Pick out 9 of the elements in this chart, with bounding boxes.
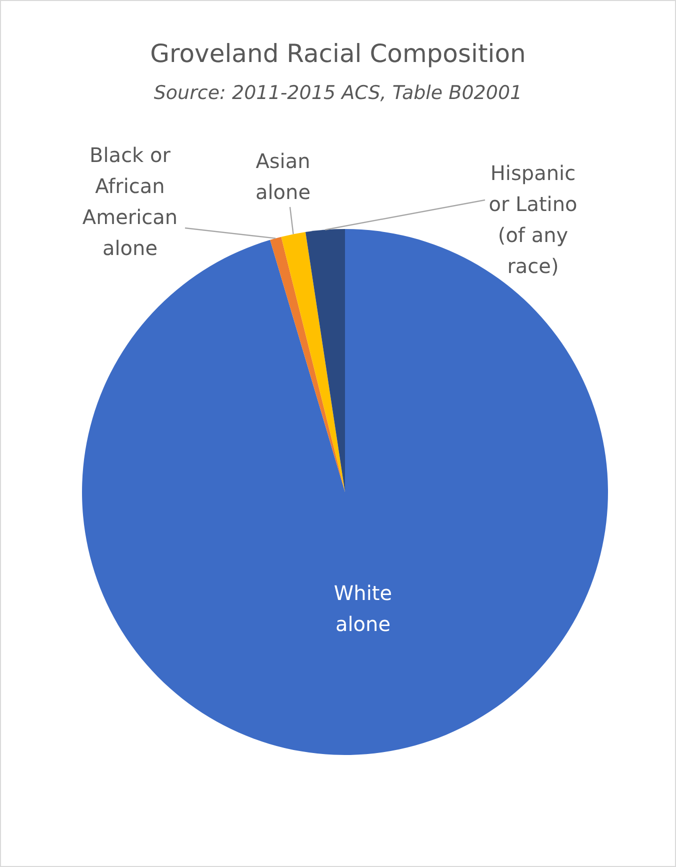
- pie-slice: [281, 232, 345, 492]
- pie-slice: [305, 229, 345, 492]
- slice-label: Hispanic or Latino (of any race): [488, 161, 578, 278]
- slice-label: Black or African American alone: [82, 143, 178, 260]
- slice-label: Asian alone: [255, 149, 311, 204]
- slice-label: White alone: [334, 581, 392, 636]
- chart-subtitle: Source: 2011-2015 ACS, Table B02001: [154, 82, 522, 104]
- pie-slice: [270, 236, 345, 492]
- chart-title: Groveland Racial Composition: [150, 39, 526, 68]
